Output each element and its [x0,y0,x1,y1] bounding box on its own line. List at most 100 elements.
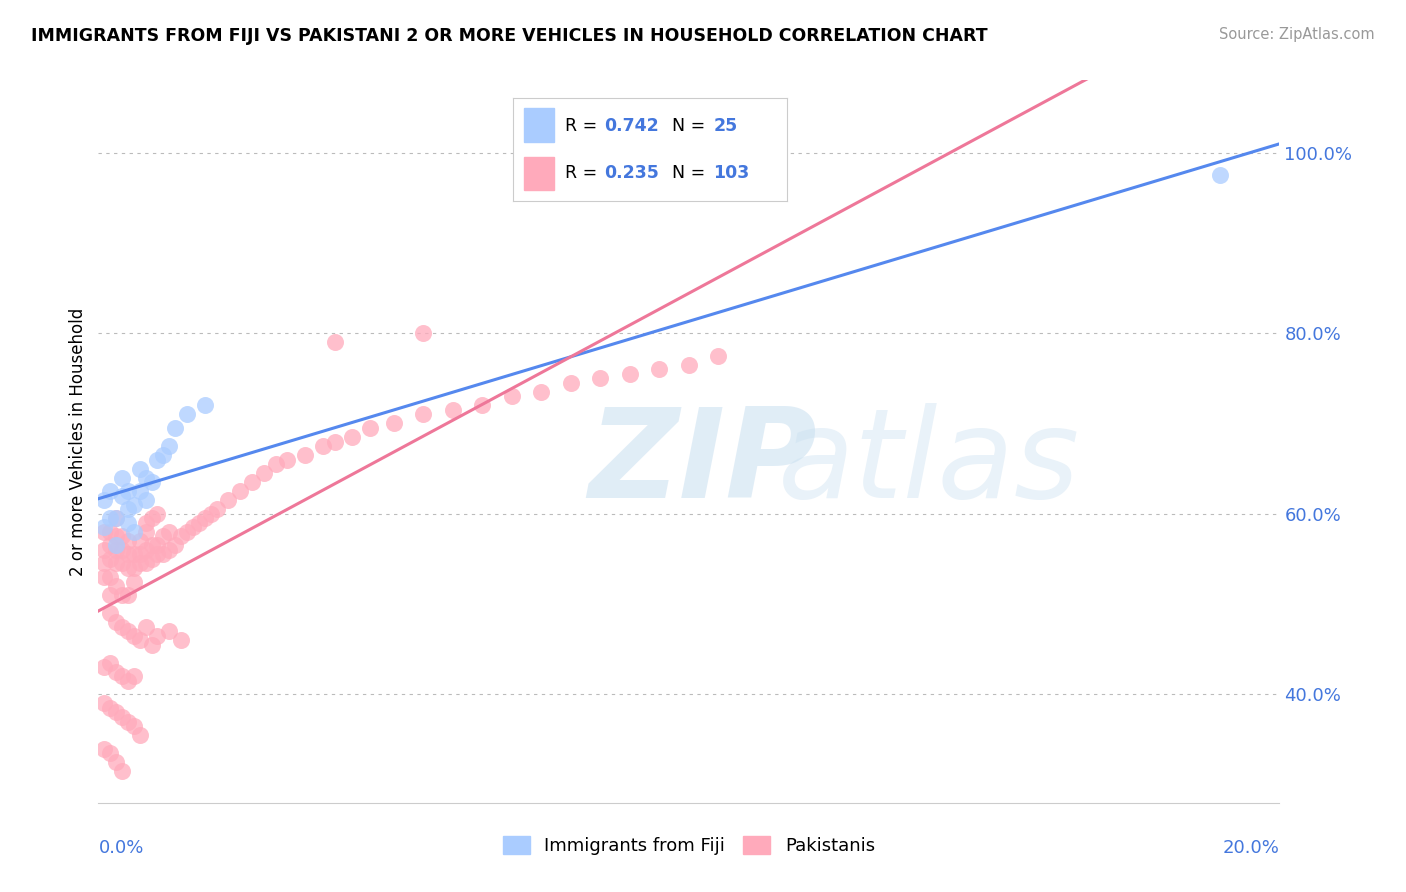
Point [707,349,730,363]
Point [141,511,163,525]
Point [229,484,252,499]
Point [648,362,671,376]
Text: ZIP: ZIP [589,402,817,524]
Point [253,466,276,480]
Text: 20.0%: 20.0% [1223,838,1279,857]
Point [111,557,134,571]
Text: 25: 25 [713,117,738,135]
Point [111,489,134,503]
Point [117,673,139,688]
Point [93,524,115,539]
Point [128,484,150,499]
Point [141,552,163,566]
Point [98,588,121,602]
Point [122,719,145,733]
Point [93,520,115,534]
Point [128,728,150,742]
Point [560,376,582,390]
Point [122,629,145,643]
Point [200,507,222,521]
Point [165,421,187,435]
Point [105,615,128,630]
Bar [524,157,554,190]
Point [240,475,263,490]
Point [111,764,134,779]
Point [312,439,335,453]
Point [105,665,128,679]
Point [135,557,157,571]
Point [111,529,134,543]
Text: atlas: atlas [778,402,1080,524]
Text: Source: ZipAtlas.com: Source: ZipAtlas.com [1219,27,1375,42]
Point [98,746,121,760]
Point [117,516,139,530]
Point [678,358,700,372]
Point [128,633,150,648]
Point [122,561,145,575]
Point [111,669,134,683]
Point [98,511,121,525]
Point [128,461,150,475]
Point [93,570,115,584]
Point [117,624,139,639]
Point [152,529,174,543]
Point [382,417,405,431]
Point [170,529,193,543]
Text: N =: N = [672,117,711,135]
Point [93,741,115,756]
Point [1209,168,1232,182]
Point [122,669,145,683]
Point [135,471,157,485]
Point [98,484,121,499]
Point [135,493,157,508]
Point [323,335,346,350]
Point [146,548,169,562]
Text: N =: N = [672,164,711,182]
Point [359,421,381,435]
Point [93,660,115,674]
Text: 0.235: 0.235 [603,164,658,182]
Point [105,579,128,593]
Point [122,548,145,562]
Point [170,633,193,648]
Point [111,542,134,557]
Point [141,475,163,490]
Point [128,548,150,562]
Point [117,484,139,499]
Point [165,538,187,552]
Point [146,538,169,552]
Point [117,502,139,516]
Point [98,701,121,715]
Legend: Immigrants from Fiji, Pakistanis: Immigrants from Fiji, Pakistanis [496,829,882,863]
Point [589,371,612,385]
Point [93,542,115,557]
Point [141,638,163,652]
Text: R =: R = [565,164,603,182]
Point [105,542,128,557]
Point [135,620,157,634]
Point [128,557,150,571]
Point [105,755,128,769]
Point [105,706,128,720]
Text: 0.0%: 0.0% [98,838,143,857]
Point [117,533,139,548]
Point [152,448,174,462]
Point [530,384,553,399]
Point [194,398,217,412]
Point [98,606,121,620]
Text: 0.742: 0.742 [603,117,658,135]
Point [117,588,139,602]
Point [105,557,128,571]
Point [187,516,209,530]
Point [276,452,298,467]
Point [176,524,198,539]
Point [111,471,134,485]
Point [135,524,157,539]
Point [441,403,464,417]
Point [98,538,121,552]
Point [146,507,169,521]
Point [111,710,134,724]
Point [98,570,121,584]
Point [412,326,434,341]
Point [117,561,139,575]
